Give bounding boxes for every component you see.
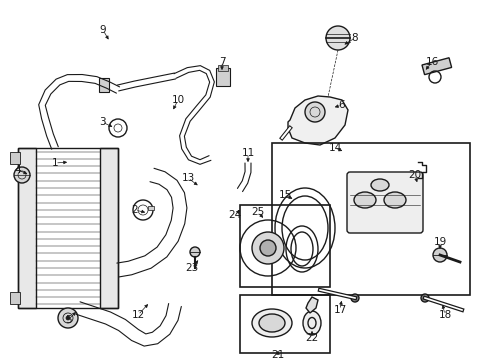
Bar	[148, 206, 154, 210]
Text: 11: 11	[242, 148, 255, 158]
Circle shape	[190, 247, 200, 257]
Circle shape	[260, 240, 276, 256]
Text: 7: 7	[219, 57, 225, 67]
Circle shape	[252, 232, 284, 264]
Bar	[422, 58, 452, 75]
Ellipse shape	[354, 192, 376, 208]
Text: 14: 14	[328, 143, 342, 153]
Text: 12: 12	[131, 310, 145, 320]
Text: 17: 17	[333, 305, 346, 315]
Text: 8: 8	[352, 33, 358, 43]
Bar	[272, 143, 470, 295]
Text: 15: 15	[278, 190, 292, 200]
Bar	[10, 152, 20, 164]
Bar	[10, 292, 20, 304]
Text: 5: 5	[65, 315, 72, 325]
Bar	[18, 148, 118, 308]
Text: 23: 23	[185, 263, 198, 273]
Circle shape	[305, 102, 325, 122]
Text: 13: 13	[181, 173, 195, 183]
Text: 1: 1	[51, 158, 58, 168]
Ellipse shape	[303, 311, 321, 335]
Text: 22: 22	[305, 333, 318, 343]
Text: 4: 4	[15, 165, 21, 175]
Text: 21: 21	[271, 350, 285, 360]
Bar	[240, 205, 330, 287]
Circle shape	[66, 316, 70, 320]
Bar	[100, 148, 118, 308]
Text: 25: 25	[251, 207, 265, 217]
Circle shape	[14, 167, 30, 183]
Circle shape	[421, 294, 429, 302]
Text: 2: 2	[132, 205, 138, 215]
Text: 19: 19	[433, 237, 446, 247]
Circle shape	[351, 294, 359, 302]
Bar	[216, 68, 230, 86]
FancyBboxPatch shape	[347, 172, 423, 233]
Ellipse shape	[252, 309, 292, 337]
Text: 9: 9	[99, 25, 106, 35]
Text: 6: 6	[339, 100, 345, 110]
Circle shape	[58, 308, 78, 328]
Bar	[218, 65, 228, 71]
Polygon shape	[288, 96, 348, 145]
Ellipse shape	[259, 314, 285, 332]
Text: 3: 3	[98, 117, 105, 127]
Bar	[99, 78, 109, 92]
Text: 24: 24	[228, 210, 242, 220]
Ellipse shape	[371, 179, 389, 191]
Text: 10: 10	[172, 95, 185, 105]
Text: 20: 20	[409, 170, 421, 180]
Bar	[18, 148, 36, 308]
Polygon shape	[306, 297, 318, 313]
Circle shape	[433, 248, 447, 262]
Ellipse shape	[384, 192, 406, 208]
Text: 16: 16	[425, 57, 439, 67]
Bar	[240, 295, 330, 353]
Circle shape	[326, 26, 350, 50]
Text: 18: 18	[439, 310, 452, 320]
